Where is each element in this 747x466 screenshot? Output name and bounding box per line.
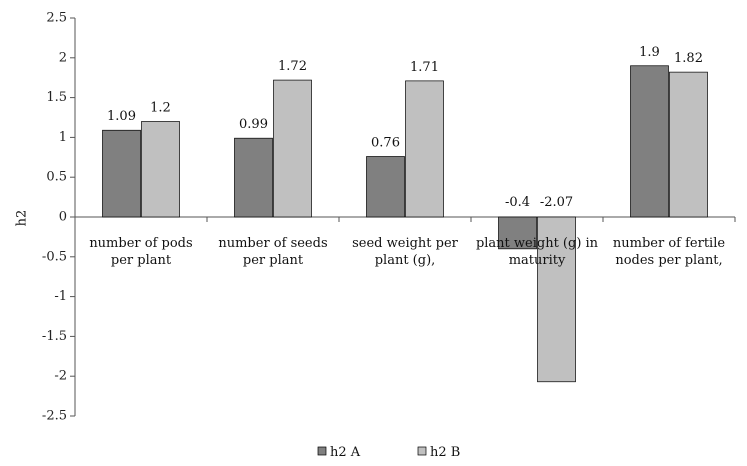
- y-tick-label: -2: [54, 369, 67, 384]
- data-label: 1.9: [639, 45, 660, 60]
- category-label-line: number of fertile: [613, 236, 725, 251]
- bar-h2-a: [498, 216, 537, 250]
- category-labels: number of pods per plant number of seeds pe…: [89, 236, 725, 268]
- y-tick-label: -1.5: [42, 329, 67, 344]
- data-label: -0.4: [505, 195, 530, 210]
- bar-h2-a: [630, 65, 669, 218]
- category-label: plant weight (g) in maturity: [476, 236, 599, 268]
- data-label: -2.07: [540, 195, 573, 210]
- axes: 2.5 2 1.5 1 0.5 0 -0.5 -1 -1.5 -2 -2.5: [42, 11, 736, 424]
- data-label: 1.09: [107, 109, 136, 124]
- y-tick-label: -0.5: [42, 249, 67, 264]
- category-label-line: number of pods: [89, 236, 192, 251]
- bar-h2-b: [405, 80, 444, 218]
- y-tick-label: -1: [54, 289, 67, 304]
- y-tick-label: 1: [59, 130, 67, 145]
- legend-label: h2 A: [330, 445, 361, 460]
- data-label: 1.82: [674, 51, 703, 66]
- data-label: 1.72: [278, 59, 307, 74]
- category-label: number of fertile nodes per plant,: [613, 236, 725, 268]
- bars: [102, 65, 708, 383]
- category-label-line: number of seeds: [218, 236, 327, 251]
- y-axis-label: h2: [15, 210, 30, 227]
- legend: h2 A h2 B: [317, 445, 460, 460]
- data-labels: 1.09 1.2 0.99 1.72 0.76 1.71 -0.4 -2.07 1.9 1.82: [107, 45, 703, 210]
- bar-h2-a: [366, 156, 405, 218]
- data-label: 1.71: [410, 60, 439, 75]
- bar-h2-b: [669, 71, 708, 218]
- bar-h2-a: [234, 137, 273, 218]
- category-label: seed weight per plant (g),: [352, 236, 459, 268]
- category-label-line: plant (g),: [375, 253, 436, 268]
- category-label-line: per plant: [111, 253, 172, 268]
- data-label: 0.76: [371, 136, 400, 151]
- legend-label: h2 B: [430, 445, 460, 460]
- category-label-line: plant weight (g) in: [476, 236, 599, 251]
- data-label: 1.2: [150, 100, 171, 115]
- data-label: 0.99: [239, 117, 268, 132]
- y-tick-label: -2.5: [42, 409, 67, 424]
- category-label-line: seed weight per: [352, 236, 459, 251]
- category-label-line: nodes per plant,: [615, 253, 722, 268]
- y-tick-label: 0: [59, 210, 67, 225]
- y-tick-label: 2.5: [46, 11, 67, 26]
- bar-h2-b: [141, 121, 180, 218]
- category-label-line: per plant: [243, 253, 304, 268]
- legend-swatch: [317, 446, 327, 456]
- category-label: number of pods per plant: [89, 236, 192, 268]
- bar-h2-b: [537, 216, 576, 383]
- legend-swatch: [417, 446, 427, 456]
- category-label: number of seeds per plant: [218, 236, 327, 268]
- y-tick-label: 1.5: [46, 90, 67, 105]
- y-tick-label: 2: [59, 50, 67, 65]
- category-label-line: maturity: [509, 253, 566, 268]
- y-tick-label: 0.5: [46, 170, 67, 185]
- bar-h2-b: [273, 79, 312, 218]
- bar-h2-a: [102, 129, 141, 218]
